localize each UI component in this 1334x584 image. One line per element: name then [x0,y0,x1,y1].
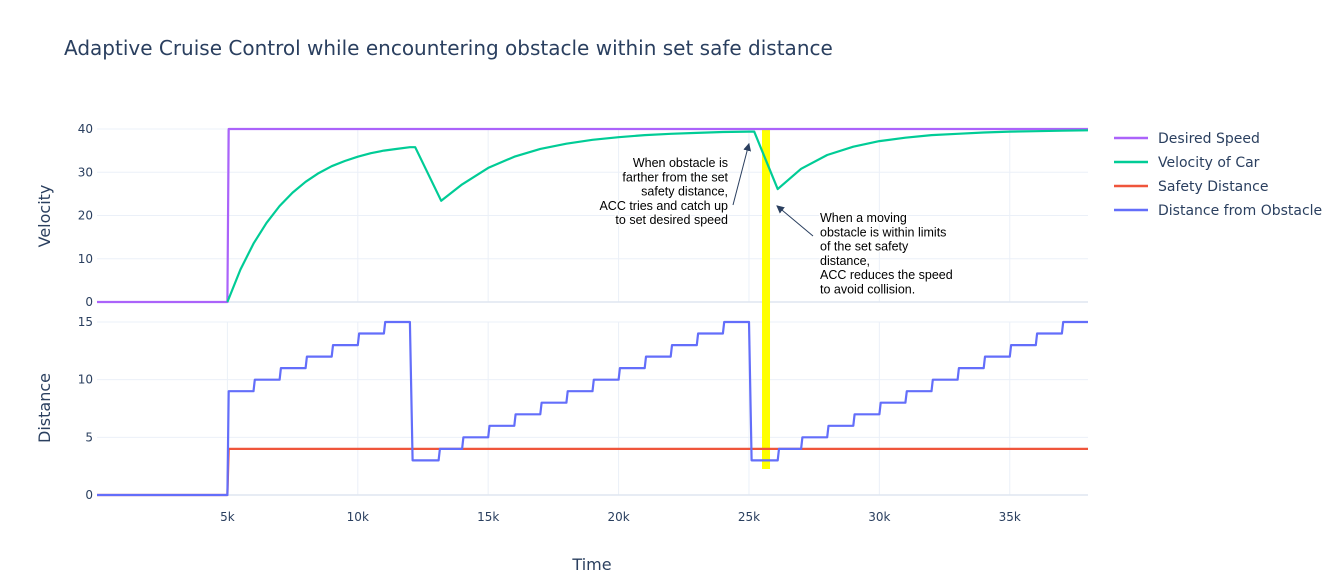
series-line-velocity-of-car [226,129,1089,303]
x-tick-label: 25k [738,510,760,524]
y-tick-label: 20 [78,209,93,223]
y-tick-label: 10 [78,252,93,266]
x-tick-label: 20k [607,510,629,524]
annotation-catch-up: When obstacle is farther from the set safe… [598,142,752,229]
tick-labels: 0 10 20 30 40 0 5 10 15 5k 10k 15k 20k 25k 30k 35k [78,122,1021,524]
legend-item-velocity-of-car[interactable]: Velocity of Car [1114,155,1260,171]
legend[interactable]: Desired Speed Velocity of Car Safety Dista… [1114,131,1322,219]
x-tick-label: 5k [220,510,235,524]
y-tick-label: 0 [85,488,93,502]
legend-label: Desired Speed [1158,131,1260,147]
y-tick-label: 0 [85,295,93,309]
annotation-reduce: When a moving obstacle is within limits of… [776,205,954,298]
legend-item-distance-from-obstacle[interactable]: Distance from Obstacle [1114,203,1322,219]
y-axis-label-velocity: Velocity [35,185,54,248]
y-tick-label: 5 [85,430,93,444]
y-tick-label: 30 [78,165,93,179]
annotation-arrow [732,142,752,206]
highlight-band [762,129,771,469]
x-tick-label: 30k [868,510,890,524]
annotation-arrow [776,205,814,237]
annotation-text: When a moving obstacle is within limits of… [820,211,953,297]
annotations: When obstacle is farther from the set safe… [598,142,954,298]
annotation-text: When obstacle is farther from the set safe… [599,156,728,227]
series-lines [97,127,1089,497]
x-axis-label: Time [571,555,611,574]
x-tick-label: 10k [347,510,369,524]
y-tick-label: 15 [78,315,93,329]
y-tick-label: 10 [78,373,93,387]
legend-item-safety-distance[interactable]: Safety Distance [1114,179,1268,195]
legend-item-desired-speed[interactable]: Desired Speed [1114,131,1260,147]
legend-label: Distance from Obstacle [1158,203,1322,219]
chart-title: Adaptive Cruise Control while encounteri… [64,36,833,60]
series-line-distance-from-obstacle [97,320,1088,497]
series-line-desired-speed [97,127,1088,304]
y-tick-label: 40 [78,122,93,136]
series-line-safety-distance [97,447,1088,497]
legend-label: Safety Distance [1158,179,1268,195]
highlight-band-rect [762,129,771,469]
y-axis-label-distance: Distance [35,373,54,443]
legend-label: Velocity of Car [1158,155,1260,171]
x-tick-label: 35k [999,510,1021,524]
x-tick-label: 15k [477,510,499,524]
gridlines [97,128,1088,496]
